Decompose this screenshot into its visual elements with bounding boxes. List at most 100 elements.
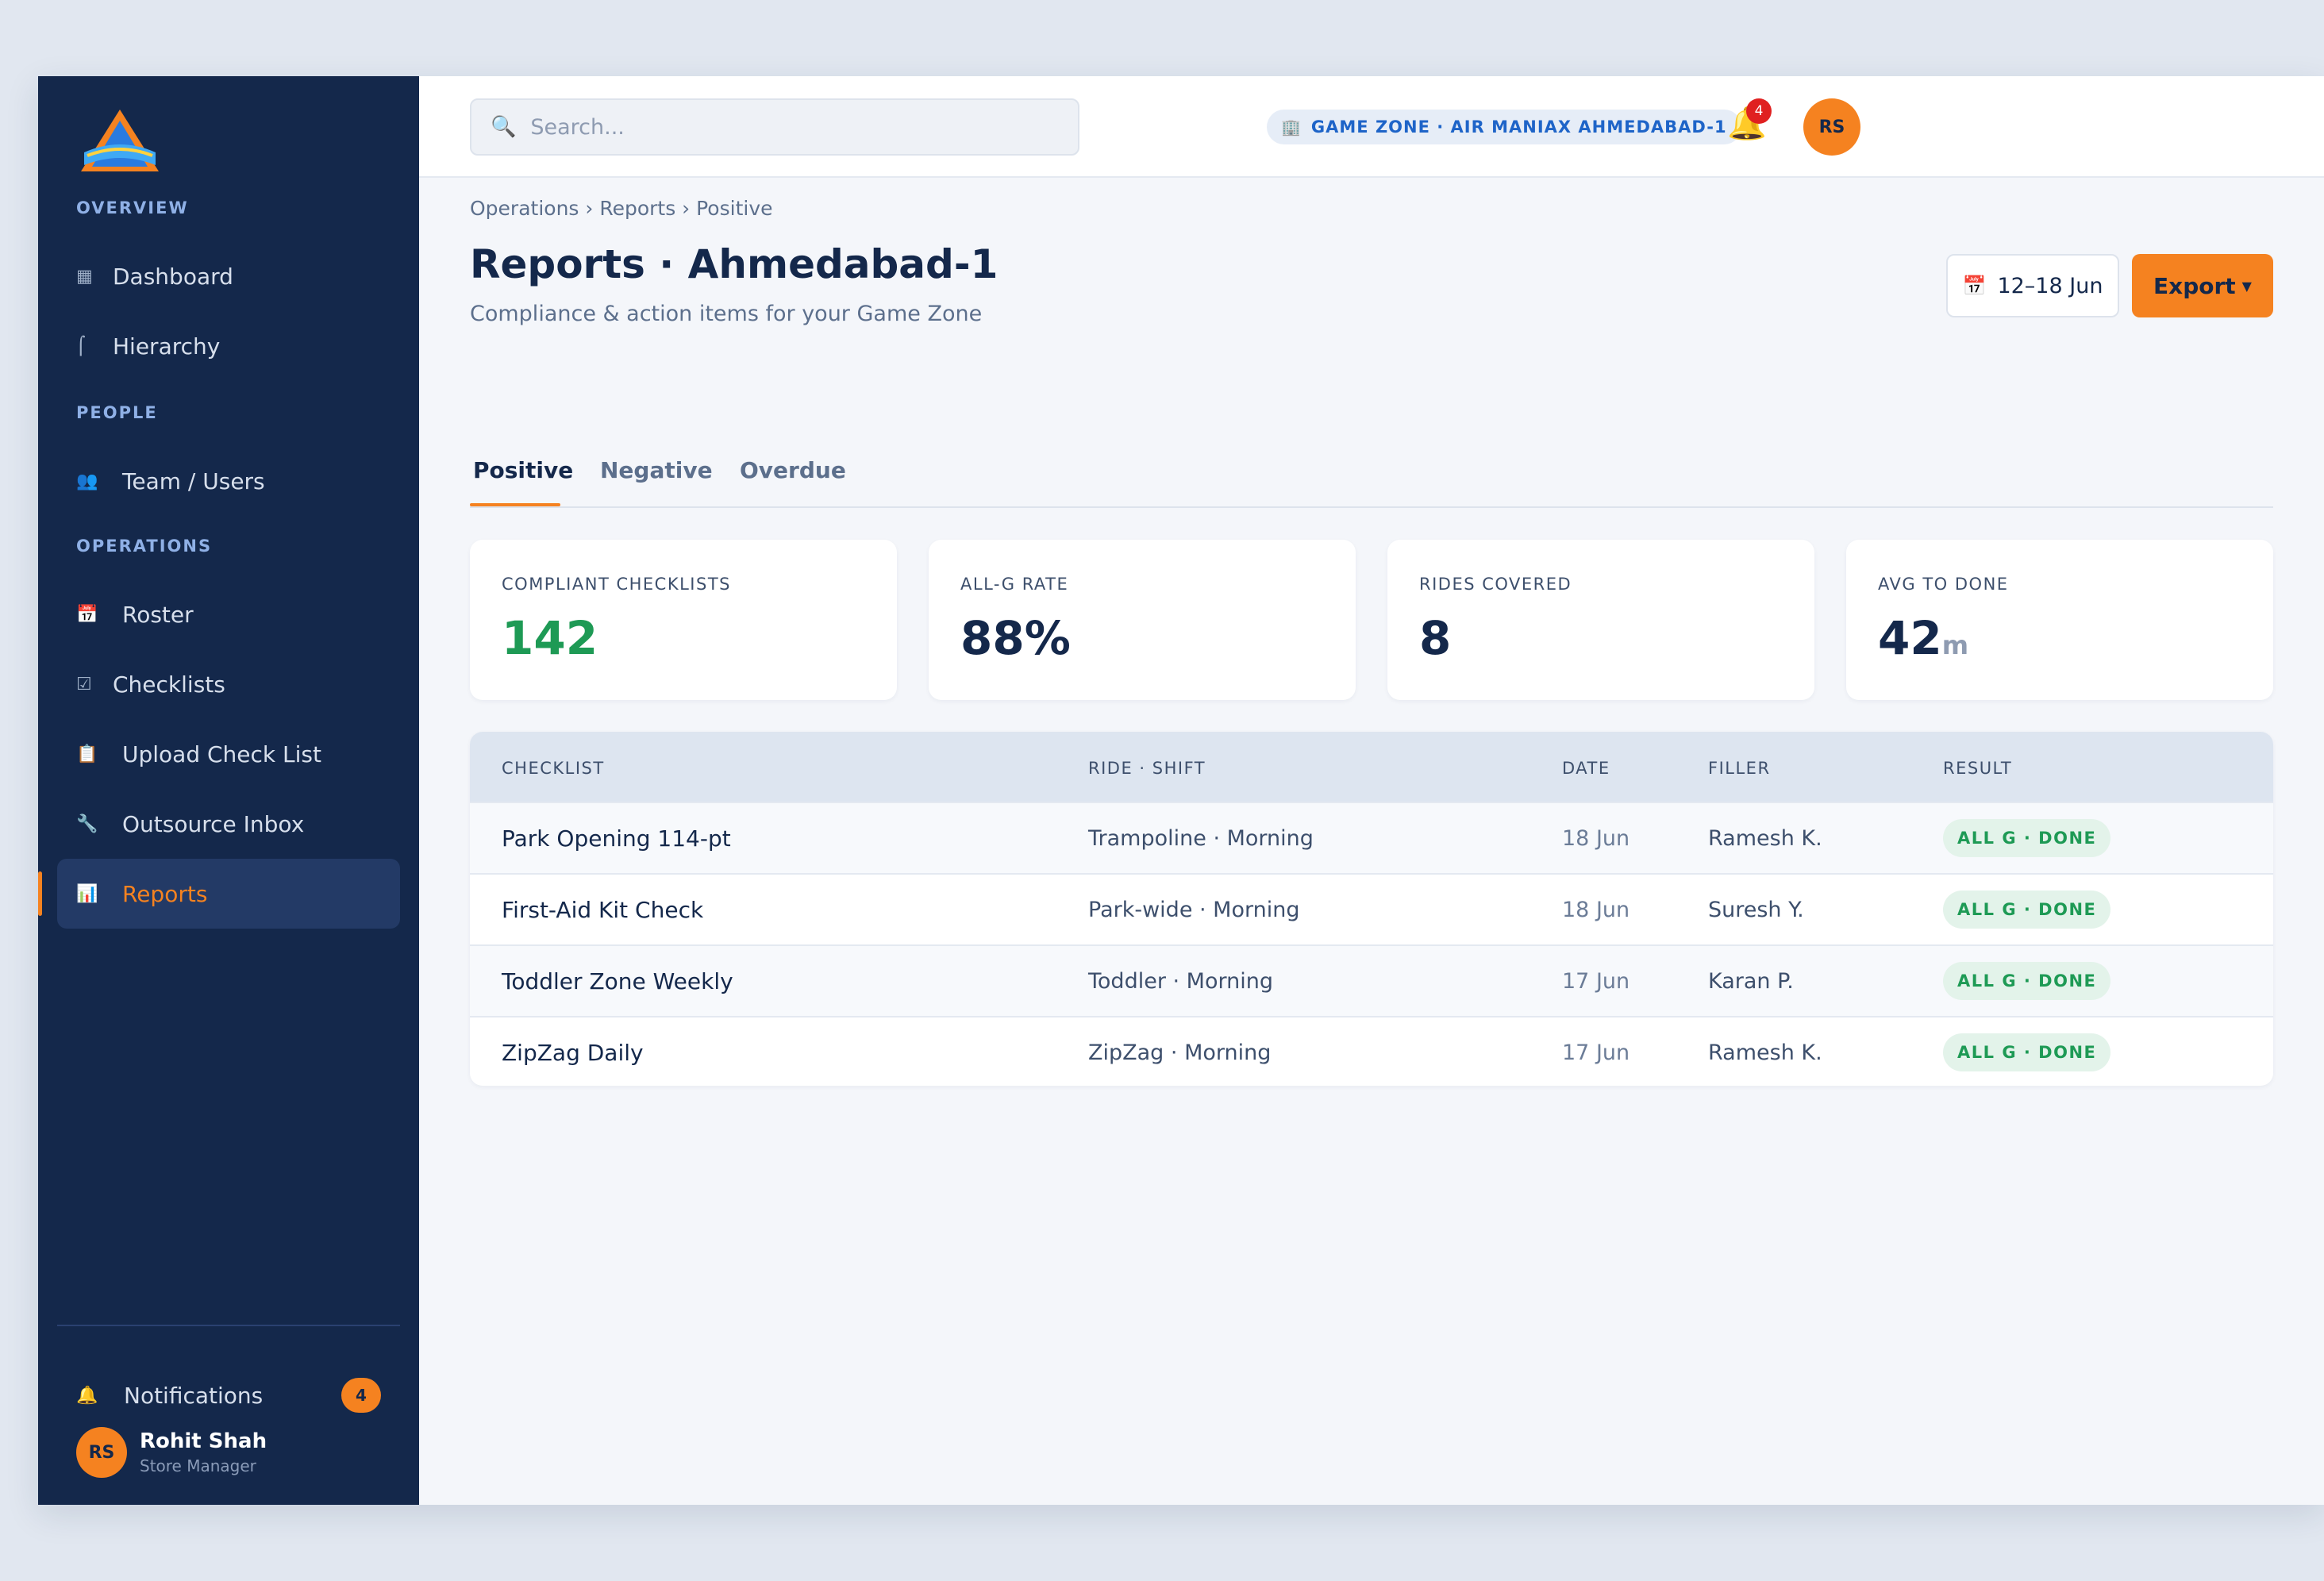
search-box[interactable]: 🔍 — [470, 98, 1079, 156]
export-button[interactable]: Export ▼ — [2132, 254, 2273, 317]
kpi-value: 142 — [502, 611, 598, 665]
section-operations: OPERATIONS — [76, 537, 213, 556]
status-badge: ALL G · DONE — [1943, 1033, 2111, 1071]
cell-date: 17 Jun — [1562, 1040, 1630, 1065]
sidebar-item-label: Upload Check List — [122, 740, 321, 767]
breadcrumb: Operations › Reports › Positive — [470, 197, 773, 220]
table-row[interactable]: Park Opening 114-pt Trampoline · Morning 1… — [470, 802, 2273, 873]
kpi-card-avg-to-done: AVG TO DONE 42m — [1846, 540, 2273, 700]
sidebar-divider — [57, 1325, 400, 1326]
column-header-date[interactable]: DATE — [1562, 759, 1610, 778]
avatar: RS — [76, 1427, 127, 1478]
sidebar-item-reports[interactable]: 📊 Reports — [38, 859, 400, 929]
cell-date: 17 Jun — [1562, 968, 1630, 994]
sidebar-item-label: Hierarchy — [113, 333, 221, 360]
cell-filler: Karan P. — [1708, 968, 1794, 994]
column-header-filler[interactable]: FILLER — [1708, 759, 1771, 778]
kpi-label: COMPLIANT CHECKLISTS — [502, 575, 731, 594]
page-subtitle: Compliance & action items for your Game … — [470, 302, 983, 326]
sidebar-item-roster[interactable]: 📅 Roster — [57, 579, 400, 649]
checkbox-icon: ☑ — [76, 674, 92, 694]
tab-overdue[interactable]: Overdue — [740, 457, 846, 483]
kpi-value: 8 — [1419, 611, 1452, 665]
section-overview: OVERVIEW — [76, 198, 189, 217]
tab-negative[interactable]: Negative — [600, 457, 713, 483]
search-input[interactable] — [530, 114, 1071, 140]
sidebar-item-outsource-inbox[interactable]: 🔧 Outsource Inbox — [57, 789, 400, 859]
clipboard-icon: 📋 — [76, 744, 98, 764]
user-role: Store Manager — [140, 1456, 256, 1475]
kpi-unit: m — [1941, 630, 1969, 660]
main-content: 🔍 🏢 GAME ZONE · AIR MANIAX AHMEDABAD-1 🔔… — [419, 76, 2324, 1505]
date-range-button[interactable]: 📅 12–18 Jun — [1946, 254, 2119, 317]
sidebar-item-label: Reports — [122, 880, 208, 907]
notifications-label: Notifications — [124, 1382, 264, 1409]
hierarchy-icon: ⌠ — [76, 336, 86, 356]
cell-filler: Ramesh K. — [1708, 1040, 1822, 1065]
users-icon: 👥 — [76, 471, 98, 491]
table-row[interactable]: First-Aid Kit Check Park-wide · Morning 18… — [470, 873, 2273, 944]
status-badge: ALL G · DONE — [1943, 819, 2111, 857]
page-title: Reports · Ahmedabad-1 — [470, 241, 998, 287]
column-header-checklist[interactable]: CHECKLIST — [502, 759, 605, 778]
sidebar-item-hierarchy[interactable]: ⌠ Hierarchy — [57, 311, 400, 381]
sidebar-item-team-users[interactable]: 👥 Team / Users — [57, 446, 400, 516]
cell-date: 18 Jun — [1562, 897, 1630, 922]
cell-checklist: ZipZag Daily — [502, 1039, 644, 1066]
sidebar-notifications[interactable]: 🔔 Notifications 4 — [76, 1378, 381, 1413]
sidebar-item-label: Roster — [122, 601, 194, 628]
caret-down-icon: ▼ — [2241, 278, 2252, 294]
kpi-card-all-g-rate: ALL-G RATE 88% — [929, 540, 1356, 700]
cell-result: ALL G · DONE — [1943, 875, 2111, 944]
tab-positive[interactable]: Positive — [473, 457, 574, 483]
cell-result: ALL G · DONE — [1943, 1017, 2111, 1086]
kpi-label: AVG TO DONE — [1878, 575, 2009, 594]
sidebar-item-dashboard[interactable]: ▦ Dashboard — [57, 241, 400, 311]
calendar-icon: 📅 — [76, 604, 98, 625]
app-window: OVERVIEW ▦ Dashboard ⌠ Hierarchy PEOPLE … — [38, 76, 2324, 1505]
sidebar-item-label: Dashboard — [113, 263, 233, 290]
game-zone-label: GAME ZONE · AIR MANIAX AHMEDABAD-1 — [1310, 117, 1727, 137]
brand-logo[interactable] — [76, 106, 164, 178]
building-icon: 🏢 — [1281, 117, 1302, 137]
cell-checklist: First-Aid Kit Check — [502, 896, 704, 923]
user-name: Rohit Shah — [140, 1429, 267, 1453]
cell-ride-shift: Toddler · Morning — [1088, 968, 1273, 994]
column-header-result[interactable]: RESULT — [1943, 759, 2013, 778]
active-indicator — [38, 871, 42, 916]
bell-icon: 🔔 — [76, 1385, 98, 1406]
sidebar: OVERVIEW ▦ Dashboard ⌠ Hierarchy PEOPLE … — [38, 76, 419, 1505]
reports-table: CHECKLIST RIDE · SHIFT DATE FILLER RESUL… — [470, 732, 2273, 1086]
cell-filler: Suresh Y. — [1708, 897, 1804, 922]
sidebar-item-label: Team / Users — [122, 467, 265, 494]
sidebar-item-upload-check-list[interactable]: 📋 Upload Check List — [57, 719, 400, 789]
table-row[interactable]: Toddler Zone Weekly Toddler · Morning 17 J… — [470, 944, 2273, 1016]
status-badge: ALL G · DONE — [1943, 891, 2111, 929]
column-header-ride-shift[interactable]: RIDE · SHIFT — [1088, 759, 1206, 778]
kpi-value: 88% — [960, 611, 1071, 665]
cell-date: 18 Jun — [1562, 825, 1630, 851]
sidebar-item-checklists[interactable]: ☑ Checklists — [57, 649, 400, 719]
cell-result: ALL G · DONE — [1943, 946, 2111, 1016]
sidebar-item-label: Checklists — [113, 671, 225, 698]
game-zone-selector[interactable]: 🏢 GAME ZONE · AIR MANIAX AHMEDABAD-1 — [1267, 110, 1741, 144]
notifications-count-badge: 4 — [341, 1378, 381, 1413]
sidebar-user[interactable]: RS Rohit Shah Store Manager — [76, 1427, 267, 1478]
bell-count-badge: 4 — [1746, 98, 1772, 124]
cell-checklist: Park Opening 114-pt — [502, 825, 731, 852]
active-tab-indicator — [470, 503, 560, 506]
cell-filler: Ramesh K. — [1708, 825, 1822, 851]
section-people: PEOPLE — [76, 403, 158, 422]
report-tabs: Positive Negative Overdue — [470, 433, 2273, 508]
bar-chart-icon: 📊 — [76, 883, 98, 904]
kpi-label: ALL-G RATE — [960, 575, 1069, 594]
cell-checklist: Toddler Zone Weekly — [502, 967, 733, 994]
kpi-value: 42m — [1878, 611, 1969, 665]
export-label: Export — [2153, 272, 2236, 299]
date-range-label: 12–18 Jun — [1997, 273, 2103, 298]
calendar-icon: 📅 — [1962, 275, 1987, 297]
cell-ride-shift: Trampoline · Morning — [1088, 825, 1314, 851]
table-row[interactable]: ZipZag Daily ZipZag · Morning 17 Jun Ramesh… — [470, 1016, 2273, 1086]
avatar[interactable]: RS — [1803, 98, 1860, 156]
search-icon: 🔍 — [491, 115, 517, 139]
